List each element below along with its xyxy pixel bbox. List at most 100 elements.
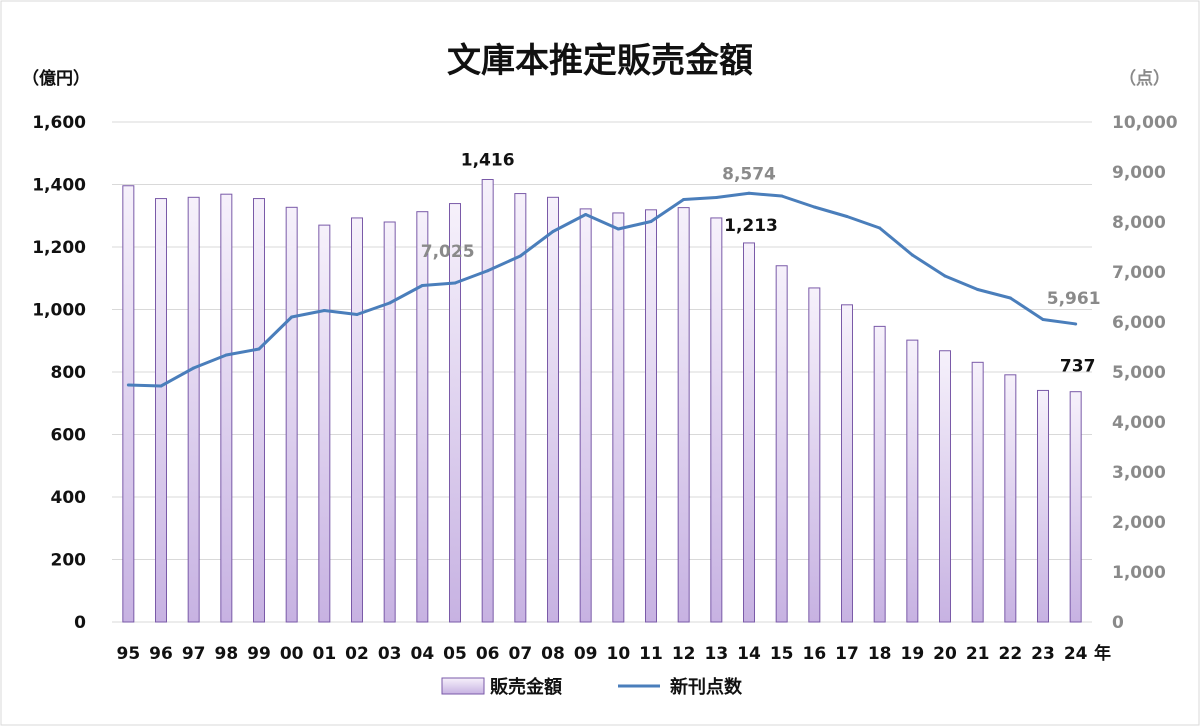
x-axis-unit: 年 xyxy=(1094,643,1111,664)
bar-13 xyxy=(710,217,723,623)
bar-11 xyxy=(645,209,657,623)
left-tick-label: 600 xyxy=(51,426,87,446)
bar-00 xyxy=(285,206,298,623)
x-tick-label: 12 xyxy=(672,644,696,664)
right-tick-label: 5,000 xyxy=(1112,363,1166,383)
line-point-97 xyxy=(192,366,196,370)
bar-14 xyxy=(743,242,755,623)
x-tick-label: 97 xyxy=(182,644,206,664)
right-tick-label: 8,000 xyxy=(1112,213,1166,233)
bar-21 xyxy=(971,361,984,623)
left-tick-label: 1,400 xyxy=(32,176,86,196)
bar-24 xyxy=(1069,391,1082,623)
line-point-11 xyxy=(649,220,653,223)
line-point-00 xyxy=(290,315,294,319)
right-tick-label: 6,000 xyxy=(1112,313,1166,333)
bar-23 xyxy=(1037,389,1049,623)
left-tick-label: 400 xyxy=(51,488,87,508)
left-tick-label: 1,600 xyxy=(32,113,86,133)
x-tick-label: 19 xyxy=(900,644,924,664)
line-point-20 xyxy=(943,274,947,278)
data-label-06: 1,416 xyxy=(461,151,515,171)
line-point-22 xyxy=(1008,296,1012,300)
x-tick-label: 10 xyxy=(606,644,630,664)
line-point-19 xyxy=(910,253,914,257)
line-point-04 xyxy=(420,284,424,287)
right-axis-unit: （点） xyxy=(1119,68,1170,89)
bar-series xyxy=(122,179,1082,623)
right-tick-label: 10,000 xyxy=(1112,113,1178,133)
bar-01 xyxy=(318,224,331,623)
bar-04 xyxy=(416,211,429,623)
legend: 販売金額 新刊点数 xyxy=(441,676,743,698)
line-point-10 xyxy=(616,227,620,231)
left-tick-label: 1,200 xyxy=(32,238,86,258)
bar-12 xyxy=(677,207,690,623)
left-axis-ticks: 0 200 400 600 800 1,000 1,200 1,400 1,600 xyxy=(32,113,86,633)
x-tick-label: 22 xyxy=(998,644,1022,664)
bar-17 xyxy=(841,304,853,623)
x-tick-label: 13 xyxy=(704,644,728,664)
right-tick-label: 2,000 xyxy=(1112,513,1166,533)
line-point-09 xyxy=(584,213,588,216)
legend-line-label: 新刊点数 xyxy=(670,676,743,698)
bar-18 xyxy=(873,325,886,623)
bar-16 xyxy=(808,287,821,623)
x-tick-label: 16 xyxy=(802,644,826,664)
data-label-14: 1,213 xyxy=(724,216,778,236)
bar-98 xyxy=(220,193,233,623)
line-point-24 xyxy=(1074,322,1078,326)
bar-10 xyxy=(612,212,625,623)
bar-97 xyxy=(187,196,200,623)
x-tick-label: 15 xyxy=(770,644,794,664)
x-tick-label: 17 xyxy=(835,644,859,664)
line-point-02 xyxy=(355,313,359,316)
x-tick-label: 05 xyxy=(443,644,467,664)
x-tick-label: 96 xyxy=(149,644,173,664)
left-tick-label: 0 xyxy=(74,613,86,633)
x-tick-label: 21 xyxy=(966,644,990,664)
line-point-21 xyxy=(976,288,980,291)
line-path xyxy=(128,191,1076,388)
line-point-03 xyxy=(388,301,392,305)
bar-19 xyxy=(906,339,919,623)
left-tick-label: 800 xyxy=(51,363,87,383)
right-tick-label: 0 xyxy=(1112,613,1124,633)
line-point-05 xyxy=(453,281,457,285)
x-tick-label: 95 xyxy=(116,644,140,664)
line-point-12 xyxy=(682,198,686,201)
right-tick-label: 4,000 xyxy=(1112,413,1166,433)
x-tick-label: 14 xyxy=(737,644,761,664)
line-point-13 xyxy=(714,196,718,199)
bar-02 xyxy=(351,217,363,623)
x-tick-label: 20 xyxy=(933,644,957,664)
x-tick-label: 98 xyxy=(214,644,238,664)
left-axis-unit: （億円） xyxy=(22,68,90,89)
data-label-14: 8,574 xyxy=(722,164,776,184)
legend-bar-swatch xyxy=(441,677,485,695)
line-point-98 xyxy=(224,353,228,357)
bar-15 xyxy=(775,265,788,623)
data-label-24: 737 xyxy=(1060,357,1096,377)
x-tick-label: 11 xyxy=(639,644,663,664)
data-label-24: 5,961 xyxy=(1047,289,1101,309)
x-tick-label: 04 xyxy=(410,644,434,664)
x-tick-label: 09 xyxy=(574,644,598,664)
right-tick-label: 9,000 xyxy=(1112,163,1166,183)
x-tick-label: 06 xyxy=(476,644,500,664)
line-point-15 xyxy=(780,194,784,198)
line-point-14 xyxy=(747,191,751,195)
line-point-01 xyxy=(322,309,326,312)
x-tick-label: 08 xyxy=(541,644,565,664)
x-tick-label: 24 xyxy=(1064,644,1088,664)
gridlines xyxy=(112,121,1092,623)
left-tick-label: 200 xyxy=(51,551,87,571)
legend-bar-label: 販売金額 xyxy=(490,676,562,698)
line-point-18 xyxy=(878,226,882,230)
line-point-23 xyxy=(1041,318,1045,321)
line-point-17 xyxy=(845,215,849,218)
right-tick-label: 1,000 xyxy=(1112,563,1166,583)
bar-95 xyxy=(122,185,135,623)
right-axis-ticks: 0 1,000 2,000 3,000 4,000 5,000 6,000 7,000 8,00… xyxy=(1112,113,1178,633)
